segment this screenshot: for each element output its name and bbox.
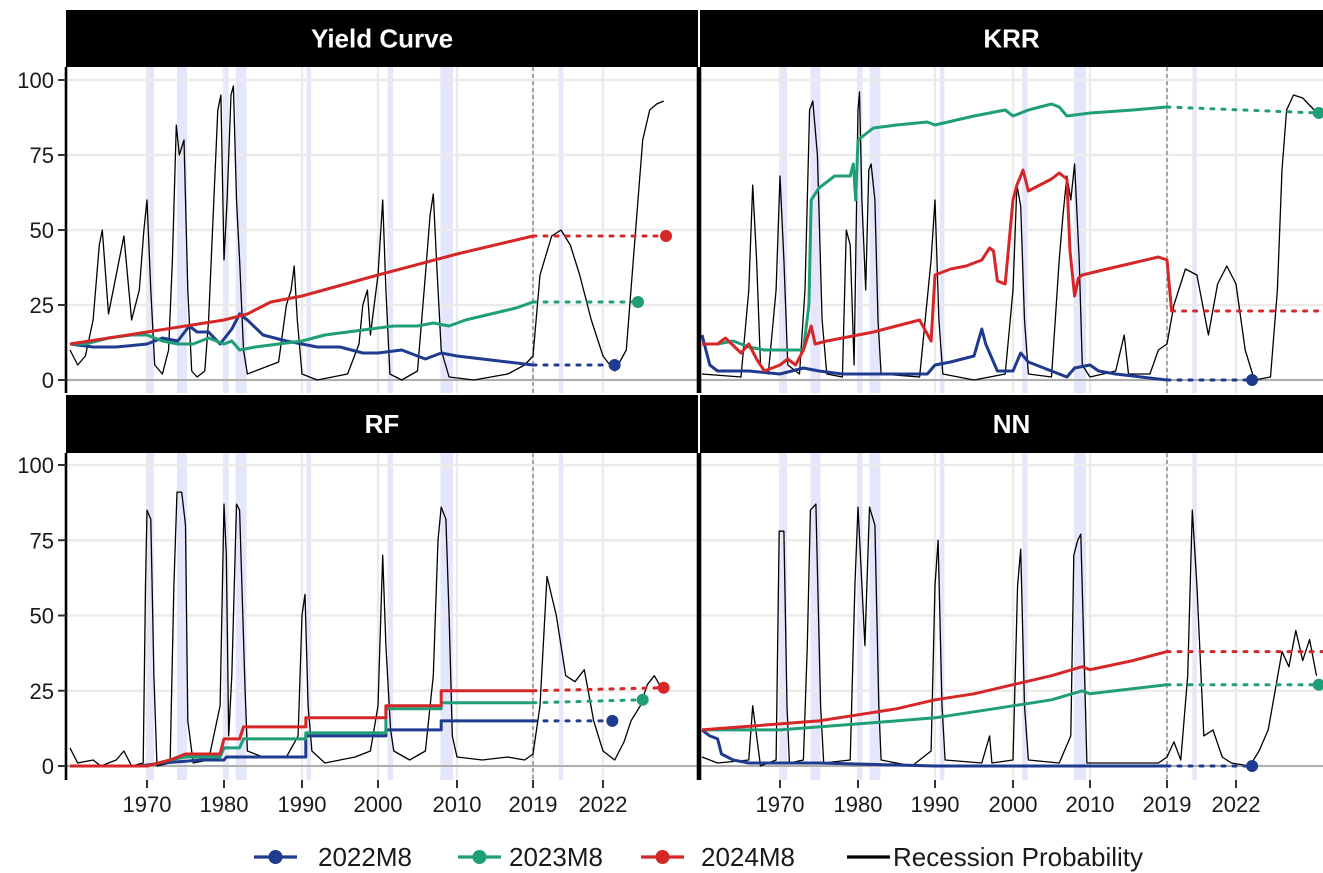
y-tick-label: 75 — [30, 528, 54, 553]
recession-probability-line — [69, 491, 669, 767]
y-axis: 0 25 50 75 100 — [17, 453, 66, 779]
legend-item-2024m8: 2024M8 — [641, 842, 795, 872]
series-line-2024m8 — [702, 168, 1174, 373]
series-line-2022m8 — [70, 719, 533, 768]
series-endpoint-2023m8 — [636, 693, 649, 706]
legend-label: 2023M8 — [509, 842, 603, 872]
panel-title: Yield Curve — [311, 24, 453, 54]
series-line-2023m8 — [702, 102, 1168, 352]
x-tick-label: 1990 — [911, 792, 960, 817]
panel-strip — [700, 395, 1323, 453]
y-tick-label: 50 — [30, 218, 54, 243]
x-tick-label: 2019 — [1143, 792, 1192, 817]
x-tick-label: 1970 — [756, 792, 805, 817]
series-line-2022m8 — [69, 312, 534, 367]
series-endpoint-2022m8 — [1246, 374, 1259, 386]
recession-probability-line — [701, 91, 1323, 381]
series-endpoint-2023m8 — [1312, 107, 1323, 119]
x-tick-label: 1980 — [200, 792, 249, 817]
panel-title: KRR — [983, 24, 1040, 54]
y-tick-label: 25 — [30, 679, 54, 704]
x-tick-label: 1970 — [123, 792, 172, 817]
series-endpoint-2024m8 — [657, 681, 670, 694]
y-tick-label: 25 — [30, 293, 54, 318]
series-extension-2023m8 — [1165, 105, 1321, 115]
x-tick-label: 2022 — [1212, 792, 1261, 817]
series-endpoint-2023m8 — [632, 296, 644, 308]
legend-item-2023m8: 2023M8 — [458, 842, 603, 872]
x-tick-label: 2010 — [1066, 792, 1115, 817]
legend-key-marker — [268, 850, 283, 864]
series-line-2024m8 — [701, 650, 1168, 732]
x-tick-label: 2019 — [509, 792, 558, 817]
x-tick-label: 1980 — [834, 792, 883, 817]
panel-title: NN — [993, 409, 1031, 439]
legend-label: Recession Probability — [893, 842, 1143, 872]
panel-title: RF — [365, 409, 400, 439]
legend-item-recession-probability: Recession Probability — [847, 842, 1143, 872]
series-endpoint-2022m8 — [1246, 760, 1259, 772]
x-tick-label: 2000 — [989, 792, 1038, 817]
panel-rf: RF — [64, 395, 700, 780]
panel-strip — [66, 10, 698, 67]
panel-strip — [66, 395, 698, 453]
x-axis: 1970 1980 1990 2000 2010 2019 2022 — [756, 780, 1261, 817]
series-endpoint-2022m8 — [608, 359, 621, 371]
y-tick-label: 50 — [30, 604, 54, 629]
x-axis: 1970 1980 1990 2000 2010 2019 2022 — [123, 780, 628, 817]
x-tick-label: 2022 — [579, 792, 628, 817]
panel-krr: KRR — [698, 10, 1323, 393]
y-axis: 0 25 50 75 100 — [17, 68, 66, 393]
y-tick-label: 75 — [30, 143, 54, 168]
series-endpoint-2024m8 — [660, 230, 672, 242]
series-extension-2023m8 — [531, 698, 645, 705]
y-tick-label: 100 — [17, 68, 54, 93]
series-endpoint-2023m8 — [1312, 678, 1323, 691]
legend-key-marker — [472, 850, 487, 864]
legend: 2022M8 2023M8 2024M8 Recession Probability — [254, 842, 1143, 872]
series-line-2023m8 — [702, 683, 1168, 732]
legend-label: 2022M8 — [318, 842, 412, 872]
series-line-2023m8 — [70, 300, 534, 352]
y-tick-label: 100 — [17, 453, 54, 478]
series-extension-2024m8 — [531, 686, 666, 693]
x-tick-label: 2000 — [354, 792, 403, 817]
legend-label: 2024M8 — [701, 842, 795, 872]
legend-key-marker — [655, 850, 670, 864]
x-tick-label: 1990 — [278, 792, 327, 817]
series-line-2022m8 — [701, 728, 1167, 768]
panel-nn: NN — [698, 395, 1323, 780]
series-endpoint-2022m8 — [606, 714, 619, 727]
legend-item-2022m8: 2022M8 — [254, 842, 412, 872]
axes-layer: 0 25 50 75 100 0 25 50 75 100 1970 1980 1990 2000 2010… — [17, 68, 1260, 817]
y-tick-label: 0 — [42, 368, 54, 393]
y-tick-label: 0 — [42, 754, 54, 779]
series-line-2024m8 — [70, 689, 533, 768]
x-tick-label: 2010 — [433, 792, 482, 817]
panel-strip — [700, 10, 1323, 67]
panels-layer: Yield Curve KRR RF NN — [64, 10, 1323, 780]
series-line-2022m8 — [700, 327, 1168, 382]
series-line-2024m8 — [69, 234, 534, 346]
